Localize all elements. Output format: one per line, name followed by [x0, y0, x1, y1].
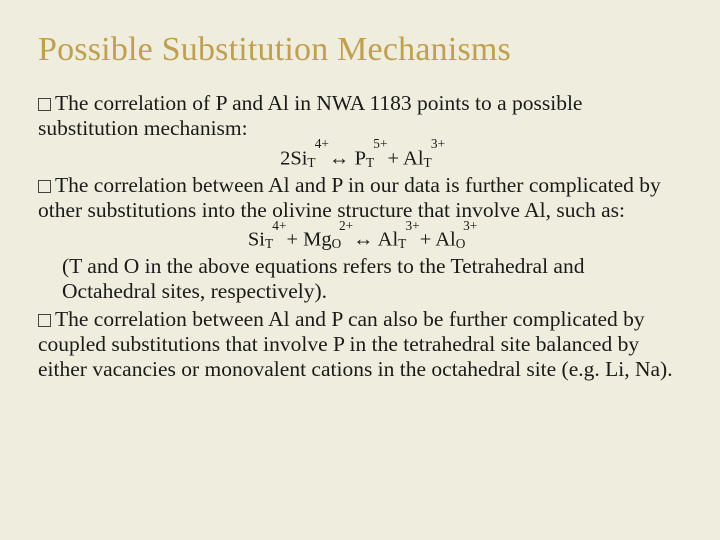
- bullet-2-note: (T and O in the above equations refers t…: [62, 254, 682, 305]
- eq2-arrow: ↔ Al: [348, 229, 398, 251]
- bullet-2: The correlation between Al and P in our …: [38, 173, 682, 224]
- eq1-plus: + Al: [382, 147, 423, 169]
- eq2-b-ss: O2+: [332, 225, 348, 246]
- equation-2: SiT4+ + MgO2+ ↔ AlT3+ + AlO3+: [38, 225, 682, 252]
- eq1-t2: T5+: [366, 144, 382, 165]
- bullet-1-text: The correlation of P and Al in NWA 1183 …: [38, 91, 582, 140]
- eq2-a-ss: T4+: [265, 225, 281, 246]
- bullet-3-text: The correlation between Al and P can als…: [38, 307, 673, 382]
- eq2-c-ss: T3+: [398, 225, 414, 246]
- eq1-lead: 2Si: [280, 147, 307, 169]
- slide-title: Possible Substitution Mechanisms: [38, 30, 682, 69]
- bullet-1: The correlation of P and Al in NWA 1183 …: [38, 91, 682, 142]
- eq1-t3: T3+: [424, 144, 440, 165]
- slide: Possible Substitution Mechanisms The cor…: [0, 0, 720, 540]
- bullet-marker-icon: [38, 314, 51, 327]
- eq2-plus1: + Mg: [281, 229, 331, 251]
- bullet-3: The correlation between Al and P can als…: [38, 307, 682, 383]
- eq2-d-ss: O3+: [456, 225, 472, 246]
- eq1-arrow: ↔ P: [324, 147, 366, 169]
- bullet-marker-icon: [38, 98, 51, 111]
- equation-1: 2SiT4+ ↔ PT5+ + AlT3+: [38, 144, 682, 171]
- eq2-plus2: + Al: [415, 229, 456, 251]
- eq1-t1: T4+: [307, 144, 323, 165]
- bullet-marker-icon: [38, 180, 51, 193]
- bullet-2-text: The correlation between Al and P in our …: [38, 173, 661, 222]
- eq2-a: Si: [248, 229, 265, 251]
- slide-body: The correlation of P and Al in NWA 1183 …: [38, 91, 682, 383]
